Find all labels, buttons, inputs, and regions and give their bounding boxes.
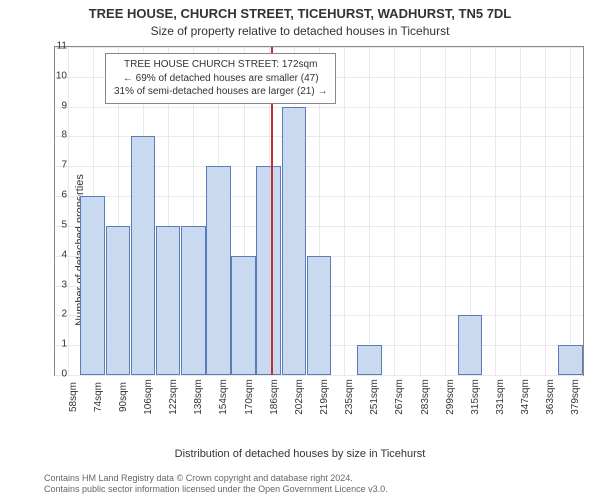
x-tick-label: 283sqm	[420, 379, 431, 415]
x-tick-label: 122sqm	[168, 379, 179, 415]
x-tick-label: 347sqm	[520, 379, 531, 415]
x-tick-label: 235sqm	[344, 379, 355, 415]
plot-area: 58sqm74sqm90sqm106sqm122sqm138sqm154sqm1…	[54, 46, 584, 376]
x-tick-label: 90sqm	[118, 382, 129, 412]
x-gridline	[344, 47, 345, 375]
y-tick-label: 11	[57, 41, 67, 52]
x-tick-label: 299sqm	[445, 379, 456, 415]
histogram-bar	[80, 196, 105, 375]
y-tick-label: 10	[56, 70, 67, 81]
histogram-bar	[558, 345, 583, 375]
y-tick-label: 0	[61, 369, 67, 380]
x-tick-label: 267sqm	[394, 379, 405, 415]
x-gridline	[445, 47, 446, 375]
x-tick-label: 251sqm	[369, 379, 380, 415]
y-tick-label: 9	[61, 100, 67, 111]
x-tick-label: 331sqm	[495, 379, 506, 415]
legend-line-1: TREE HOUSE CHURCH STREET: 172sqm	[114, 58, 327, 72]
y-tick-label: 7	[61, 160, 67, 171]
histogram-bar	[106, 226, 131, 375]
x-gridline	[570, 47, 571, 375]
x-tick-label: 315sqm	[470, 379, 481, 415]
y-tick-label: 8	[61, 130, 67, 141]
x-gridline	[394, 47, 395, 375]
x-tick-label: 170sqm	[244, 379, 255, 415]
x-tick-label: 58sqm	[68, 382, 79, 412]
histogram-bar	[131, 136, 156, 375]
y-tick-label: 6	[61, 190, 67, 201]
y-tick-label: 2	[61, 309, 67, 320]
chart-title-main: TREE HOUSE, CHURCH STREET, TICEHURST, WA…	[0, 6, 600, 21]
x-tick-label: 186sqm	[269, 379, 280, 415]
legend-line-2: ← 69% of detached houses are smaller (47…	[114, 72, 327, 86]
x-tick-label: 154sqm	[218, 379, 229, 415]
legend-box: TREE HOUSE CHURCH STREET: 172sqm ← 69% o…	[105, 53, 336, 104]
y-tick-label: 4	[61, 249, 67, 260]
x-tick-label: 74sqm	[93, 382, 104, 412]
x-gridline	[495, 47, 496, 375]
y-tick-label: 1	[61, 339, 67, 350]
x-axis-label: Distribution of detached houses by size …	[0, 448, 600, 460]
footer-line-1: Contains HM Land Registry data © Crown c…	[44, 473, 388, 485]
x-tick-label: 106sqm	[143, 379, 154, 415]
histogram-bar	[181, 226, 206, 375]
footer: Contains HM Land Registry data © Crown c…	[44, 473, 388, 496]
footer-line-2: Contains public sector information licen…	[44, 484, 388, 496]
histogram-bar	[458, 315, 483, 375]
y-tick-label: 5	[61, 219, 67, 230]
x-tick-label: 219sqm	[319, 379, 330, 415]
x-gridline	[68, 47, 69, 375]
legend-line-3: 31% of semi-detached houses are larger (…	[114, 85, 327, 99]
histogram-bar	[256, 166, 281, 375]
histogram-bar	[156, 226, 181, 375]
x-gridline	[420, 47, 421, 375]
x-gridline	[369, 47, 370, 375]
x-tick-label: 202sqm	[294, 379, 305, 415]
y-tick-label: 3	[61, 279, 67, 290]
chart-container: TREE HOUSE, CHURCH STREET, TICEHURST, WA…	[0, 0, 600, 500]
y-gridline	[55, 375, 583, 376]
histogram-bar	[282, 107, 307, 375]
chart-title-sub: Size of property relative to detached ho…	[0, 24, 600, 38]
x-tick-label: 138sqm	[193, 379, 204, 415]
x-gridline	[520, 47, 521, 375]
x-tick-label: 363sqm	[545, 379, 556, 415]
histogram-bar	[206, 166, 231, 375]
x-tick-label: 379sqm	[570, 379, 581, 415]
x-gridline	[545, 47, 546, 375]
histogram-bar	[307, 256, 332, 375]
histogram-bar	[357, 345, 382, 375]
histogram-bar	[231, 256, 256, 375]
